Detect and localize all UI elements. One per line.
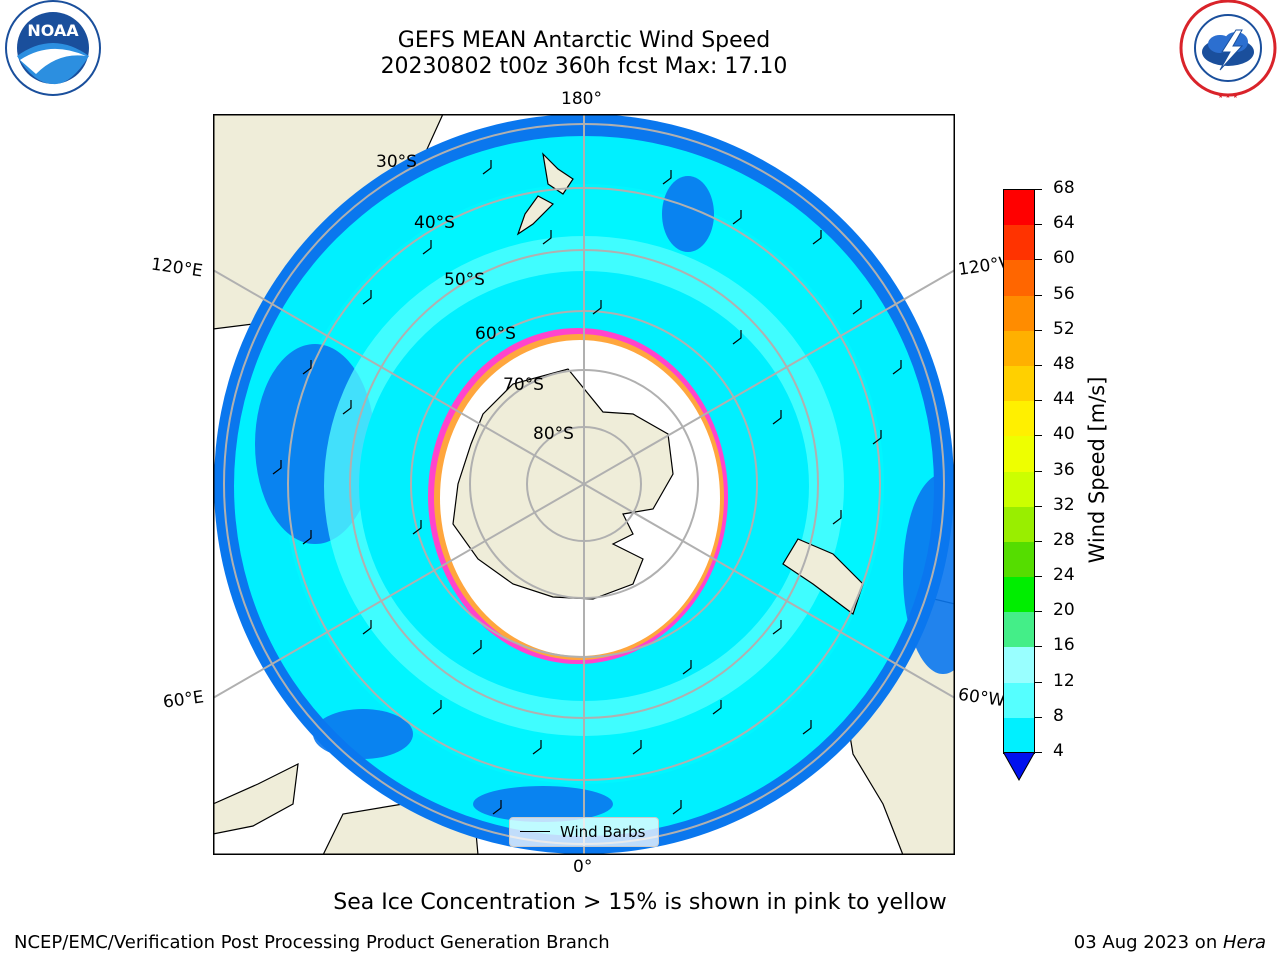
map-legend: Wind Barbs bbox=[509, 817, 659, 847]
colorbar-segment bbox=[1004, 717, 1034, 754]
svg-text:★ ★ ★: ★ ★ ★ bbox=[1218, 93, 1238, 100]
colorbar-segment bbox=[1004, 190, 1034, 226]
colorbar-segment bbox=[1004, 682, 1034, 719]
wind-barb-swatch bbox=[520, 831, 550, 832]
colorbar-tick-label: 8 bbox=[1053, 705, 1064, 726]
machine-name: Hera bbox=[1222, 932, 1266, 953]
lat-label-30s: 30°S bbox=[376, 152, 417, 172]
lon-label-60e: 60°E bbox=[161, 687, 206, 713]
colorbar-tick-label: 4 bbox=[1053, 741, 1064, 761]
colorbar-tick-label: 28 bbox=[1053, 529, 1075, 550]
antarctica bbox=[452, 368, 674, 600]
colorbar-tick-mark bbox=[1035, 576, 1042, 578]
noaa-logo-text: NOAA bbox=[27, 21, 79, 40]
colorbar-tick-label: 44 bbox=[1053, 389, 1075, 410]
colorbar-segment bbox=[1004, 577, 1034, 613]
colorbar-tick-mark bbox=[1035, 681, 1042, 683]
antarctic-map bbox=[213, 114, 955, 855]
colorbar-tick-label: 16 bbox=[1053, 635, 1075, 656]
colorbar-segment bbox=[1004, 541, 1034, 578]
colorbar-tick-label: 56 bbox=[1053, 283, 1075, 304]
run-date: 03 Aug 2023 on Hera bbox=[1074, 932, 1266, 953]
colorbar-tick-mark bbox=[1035, 400, 1042, 402]
run-date-text: 03 Aug 2023 on bbox=[1073, 932, 1223, 953]
colorbar-segment bbox=[1004, 330, 1034, 367]
colorbar-tick-mark bbox=[1035, 259, 1042, 261]
chart-title: GEFS MEAN Antarctic Wind Speed bbox=[397, 28, 771, 53]
colorbar-tick-label: 40 bbox=[1053, 424, 1075, 445]
graticule bbox=[213, 114, 955, 855]
lon-label-180: 180° bbox=[561, 89, 602, 109]
colorbar-tick-mark bbox=[1035, 364, 1042, 366]
colorbar-segment bbox=[1004, 612, 1034, 648]
colorbar-tick-mark bbox=[1035, 716, 1042, 718]
colorbar-tick-label: 20 bbox=[1053, 600, 1075, 621]
colorbar-segment bbox=[1004, 225, 1034, 261]
colorbar-tick-mark bbox=[1035, 470, 1042, 472]
colorbar-tick-mark bbox=[1035, 294, 1042, 296]
colorbar-tick-label: 24 bbox=[1053, 565, 1075, 586]
colorbar-tick-mark bbox=[1035, 646, 1042, 648]
colorbar-tick-mark bbox=[1035, 435, 1042, 437]
colorbar-tick-mark bbox=[1035, 329, 1042, 331]
lon-label-60w: 60°W bbox=[956, 684, 1007, 712]
wind-barbs bbox=[272, 160, 902, 815]
lat-label-80s: 80°S bbox=[533, 424, 574, 444]
lon-label-120e: 120°E bbox=[149, 254, 204, 282]
wind-barbs-label: Wind Barbs bbox=[560, 823, 646, 841]
colorbar-tick-mark bbox=[1035, 505, 1042, 507]
branch-credit: NCEP/EMC/Verification Post Processing Pr… bbox=[14, 932, 610, 953]
colorbar-tick-mark bbox=[1035, 611, 1042, 613]
colorbar-tick-label: 36 bbox=[1053, 459, 1075, 480]
nws-logo: ★ ★ ★ bbox=[1179, 0, 1277, 100]
colorbar-segment bbox=[1004, 365, 1034, 402]
colorbar-tick-label: 12 bbox=[1053, 670, 1075, 691]
lat-label-40s: 40°S bbox=[414, 213, 455, 233]
colorbar bbox=[1003, 189, 1035, 754]
colorbar-segment bbox=[1004, 401, 1034, 437]
lon-label-0: 0° bbox=[573, 857, 593, 877]
colorbar-tick-mark bbox=[1035, 189, 1042, 190]
lat-label-50s: 50°S bbox=[444, 270, 485, 290]
colorbar-extend-arrow bbox=[1003, 752, 1035, 782]
noaa-logo: NOAA bbox=[5, 0, 101, 96]
colorbar-tick-mark bbox=[1035, 224, 1042, 226]
sea-ice-note: Sea Ice Concentration > 15% is shown in … bbox=[333, 890, 947, 915]
colorbar-segment bbox=[1004, 471, 1034, 508]
lat-label-70s: 70°S bbox=[503, 375, 544, 395]
colorbar-tick-label: 48 bbox=[1053, 353, 1075, 374]
colorbar-tick-label: 32 bbox=[1053, 494, 1075, 515]
colorbar-segment bbox=[1004, 506, 1034, 543]
colorbar-tick-mark bbox=[1035, 752, 1042, 753]
colorbar-tick-label: 60 bbox=[1053, 248, 1075, 269]
colorbar-tick-mark bbox=[1035, 540, 1042, 542]
colorbar-segment bbox=[1004, 647, 1034, 684]
chart-subtitle: 20230802 t00z 360h fcst Max: 17.10 bbox=[380, 54, 788, 79]
colorbar-tick-label: 64 bbox=[1053, 213, 1075, 234]
colorbar-tick-label: 52 bbox=[1053, 318, 1075, 339]
lat-label-60s: 60°S bbox=[475, 324, 516, 344]
colorbar-label: Wind Speed [m/s] bbox=[1085, 376, 1109, 564]
colorbar-tick-label: 68 bbox=[1053, 178, 1075, 198]
colorbar-segment bbox=[1004, 295, 1034, 332]
colorbar-segment bbox=[1004, 436, 1034, 472]
colorbar-segment bbox=[1004, 260, 1034, 297]
